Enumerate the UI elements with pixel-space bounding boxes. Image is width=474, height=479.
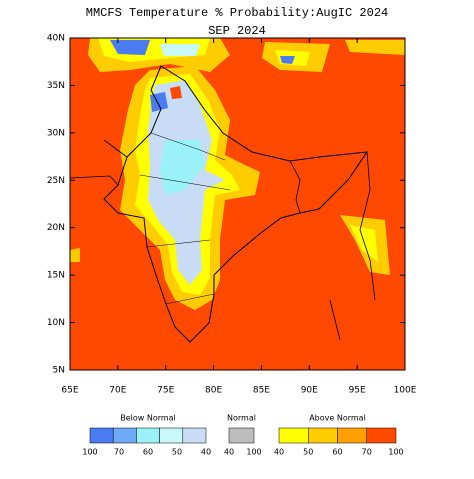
y-tick-label: 25N (47, 176, 65, 186)
legend-tick-label: 40 (201, 448, 211, 457)
legend-swatch (159, 427, 184, 444)
x-tick-label: 100E (394, 386, 417, 396)
legend-tick-label: 40 (224, 448, 234, 457)
x-tick-label: 90E (301, 386, 318, 396)
legend-tick-label: 40 (274, 448, 284, 457)
legend-swatch (136, 427, 160, 444)
x-tick-label: 65E (61, 386, 78, 396)
legend-tick-label: 70 (114, 448, 124, 457)
legend-tick-label: 60 (332, 448, 342, 457)
legend-swatch (182, 427, 207, 444)
probability-area (160, 44, 200, 56)
x-tick-label: 80E (205, 386, 222, 396)
legend-tick-label: 50 (172, 448, 182, 457)
probability-area (70, 248, 80, 262)
probability-area (280, 56, 295, 64)
probability-area (110, 40, 150, 55)
y-tick-label: 15N (47, 271, 65, 281)
y-tick-label: 40N (47, 34, 65, 44)
legend-swatch (228, 427, 255, 444)
y-tick-label: 10N (47, 318, 65, 328)
legend-swatch (112, 427, 137, 444)
legend: Below Normal 100 70 60 50 40 Normal 40 100 Above … (82, 414, 403, 457)
probability-area (350, 225, 378, 262)
x-tick-label: 95E (349, 386, 366, 396)
legend-tick-label: 100 (246, 448, 261, 457)
y-tick-label: 35N (47, 81, 65, 91)
legend-swatch (89, 427, 114, 444)
legend-swatch (308, 427, 338, 444)
legend-tick-label: 70 (362, 448, 372, 457)
country-border (70, 139, 376, 341)
legend-tick-label: 60 (143, 448, 153, 457)
x-tick-label: 75E (157, 386, 174, 396)
y-tick-label: 5N (53, 366, 65, 376)
legend-swatch (366, 427, 397, 444)
state-border (139, 132, 231, 305)
legend-tick-label: 100 (388, 448, 403, 457)
map-background (70, 38, 405, 370)
y-tick-label: 30N (47, 128, 65, 138)
x-tick-label: 85E (253, 386, 270, 396)
subtitle: SEP 2024 (208, 24, 266, 38)
x-tick-label: 70E (109, 386, 126, 396)
probability-area (160, 140, 205, 195)
legend-tick-label: 50 (303, 448, 313, 457)
probability-area (170, 86, 182, 99)
legend-tick-label: 100 (82, 448, 97, 457)
map-field (70, 38, 405, 370)
legend-swatch (337, 427, 367, 444)
country-border (103, 65, 369, 343)
map-frame (69, 37, 406, 371)
y-tick-label: 20N (47, 223, 65, 233)
legend-title: Normal (227, 414, 256, 423)
legend-title: Above Normal (309, 414, 366, 423)
axes: 65E 70E 75E 80E 85E 90E 95E 100E 5N 10N 15N 20N 25N 3… (47, 34, 417, 396)
legend-swatch (278, 427, 309, 444)
probability-area (345, 40, 405, 55)
legend-title: Below Normal (120, 414, 176, 423)
title: MMCFS Temperature % Probability:AugIC 20… (86, 6, 388, 20)
